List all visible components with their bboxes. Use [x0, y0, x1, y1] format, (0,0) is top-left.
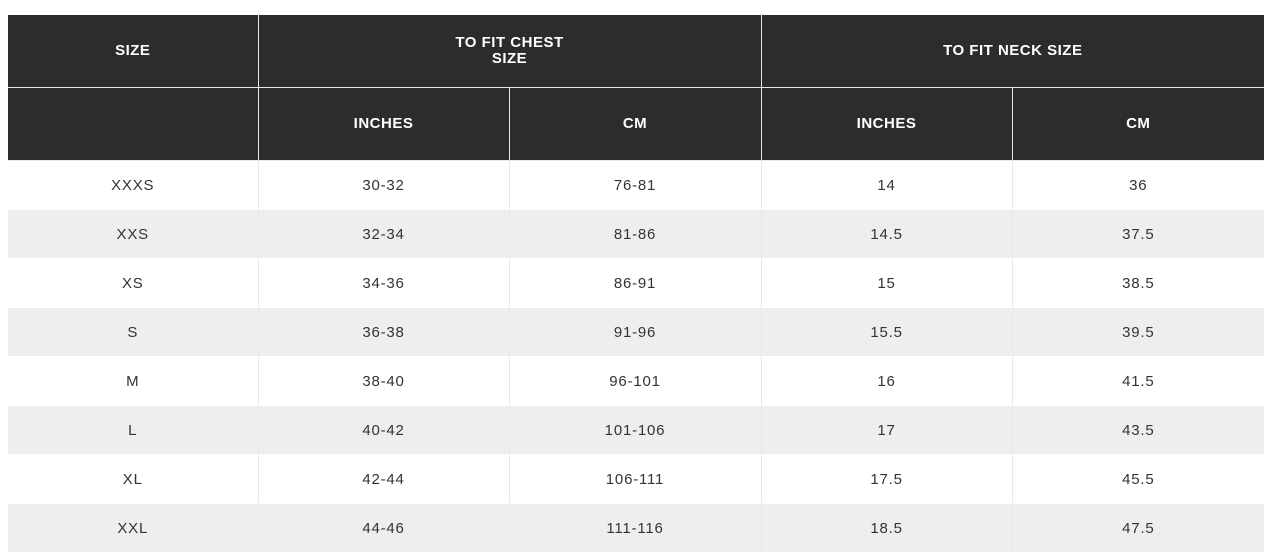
neck-inches-cell: 16 [761, 356, 1013, 406]
table-row: XXL 44-46 111-116 18.5 47.5 [8, 503, 1265, 553]
neck-inches-cell: 14.5 [761, 209, 1013, 259]
chest-cm-cell: 111-116 [509, 503, 762, 553]
neck-inches-cell: 15 [761, 258, 1013, 308]
neck-inches-cell: 17 [761, 405, 1013, 455]
chest-inches-cell: 38-40 [258, 356, 510, 406]
size-chart: SIZE TO FIT CHEST SIZE TO FIT NECK SIZE … [8, 15, 1265, 553]
header-size: SIZE [8, 15, 259, 88]
chest-cm-cell: 86-91 [509, 258, 762, 308]
table-row: L 40-42 101-106 17 43.5 [8, 405, 1265, 455]
chest-inches-cell: 32-34 [258, 209, 510, 259]
chest-inches-cell: 36-38 [258, 307, 510, 357]
neck-cm-cell: 43.5 [1012, 405, 1265, 455]
neck-cm-cell: 39.5 [1012, 307, 1265, 357]
header-row-main: SIZE TO FIT CHEST SIZE TO FIT NECK SIZE [8, 15, 1265, 88]
header-row-units: INCHES CM INCHES CM [8, 87, 1265, 161]
size-table: SIZE TO FIT CHEST SIZE TO FIT NECK SIZE … [8, 15, 1265, 553]
neck-cm-cell: 37.5 [1012, 209, 1265, 259]
chest-inches-cell: 42-44 [258, 454, 510, 504]
neck-cm-cell: 41.5 [1012, 356, 1265, 406]
table-row: M 38-40 96-101 16 41.5 [8, 356, 1265, 406]
table-row: XXS 32-34 81-86 14.5 37.5 [8, 209, 1265, 259]
header-chest: TO FIT CHEST SIZE [258, 15, 762, 88]
header-chest-cm: CM [509, 87, 762, 161]
chest-cm-cell: 96-101 [509, 356, 762, 406]
neck-inches-cell: 15.5 [761, 307, 1013, 357]
size-cell: XXL [8, 503, 259, 553]
table-row: XXXS 30-32 76-81 14 36 [8, 160, 1265, 210]
neck-inches-cell: 18.5 [761, 503, 1013, 553]
neck-cm-cell: 36 [1012, 160, 1265, 210]
table-body: XXXS 30-32 76-81 14 36 XXS 32-34 81-86 14.5 37.5 X… [8, 160, 1265, 553]
neck-cm-cell: 47.5 [1012, 503, 1265, 553]
size-cell: S [8, 307, 259, 357]
table-row: S 36-38 91-96 15.5 39.5 [8, 307, 1265, 357]
neck-cm-cell: 45.5 [1012, 454, 1265, 504]
chest-cm-cell: 81-86 [509, 209, 762, 259]
neck-inches-cell: 17.5 [761, 454, 1013, 504]
size-cell: XXXS [8, 160, 259, 210]
chest-inches-cell: 44-46 [258, 503, 510, 553]
chest-inches-cell: 40-42 [258, 405, 510, 455]
header-neck-inches: INCHES [761, 87, 1013, 161]
chest-cm-cell: 91-96 [509, 307, 762, 357]
neck-cm-cell: 38.5 [1012, 258, 1265, 308]
header-chest-inches: INCHES [258, 87, 510, 161]
header-chest-line1: TO FIT CHEST [455, 34, 564, 51]
chest-cm-cell: 76-81 [509, 160, 762, 210]
chest-cm-cell: 101-106 [509, 405, 762, 455]
size-cell: XS [8, 258, 259, 308]
neck-inches-cell: 14 [761, 160, 1013, 210]
chest-cm-cell: 106-111 [509, 454, 762, 504]
size-cell: M [8, 356, 259, 406]
table-row: XS 34-36 86-91 15 38.5 [8, 258, 1265, 308]
size-cell: XXS [8, 209, 259, 259]
header-neck: TO FIT NECK SIZE [761, 15, 1265, 88]
table-header: SIZE TO FIT CHEST SIZE TO FIT NECK SIZE … [8, 15, 1265, 161]
size-cell: XL [8, 454, 259, 504]
header-chest-line2: SIZE [491, 50, 528, 67]
chest-inches-cell: 30-32 [258, 160, 510, 210]
header-neck-cm: CM [1012, 87, 1265, 161]
chest-inches-cell: 34-36 [258, 258, 510, 308]
table-row: XL 42-44 106-111 17.5 45.5 [8, 454, 1265, 504]
size-cell: L [8, 405, 259, 455]
header-unit-blank [8, 87, 259, 161]
